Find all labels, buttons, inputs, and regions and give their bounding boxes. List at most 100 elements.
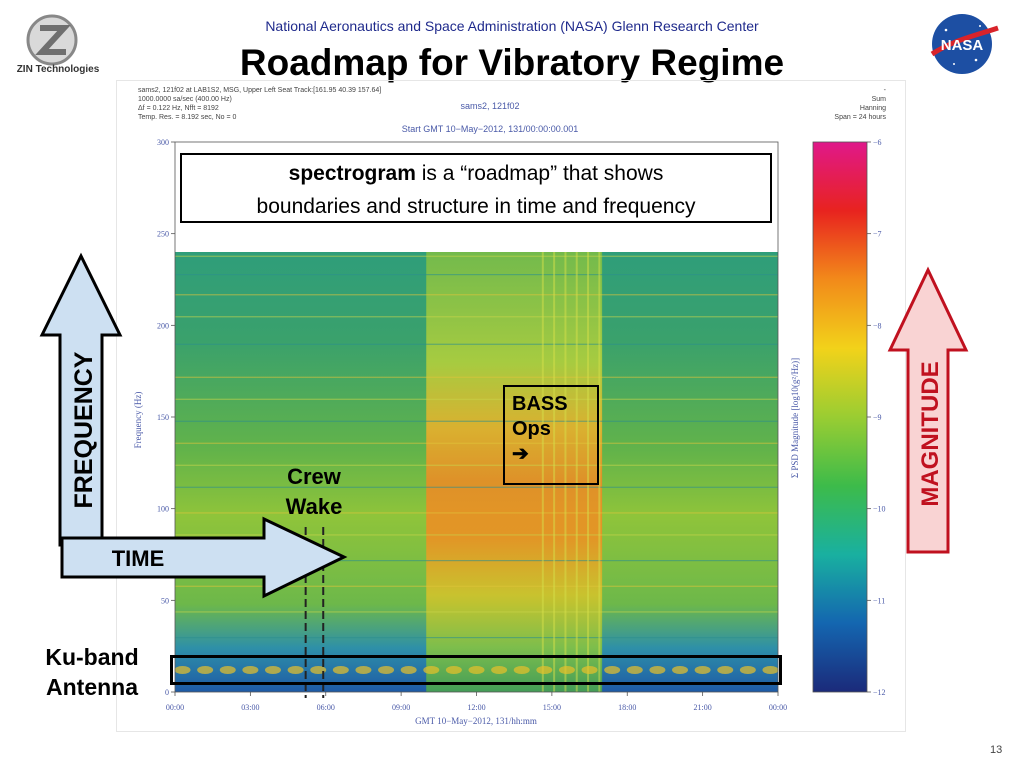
vertical-band — [598, 252, 601, 692]
ku-band-pulse — [558, 666, 575, 674]
y-tick-label: 200 — [157, 321, 169, 330]
ku-band-pulse — [717, 666, 734, 674]
ku-band-pulse — [694, 666, 711, 674]
colorbar-tick-label: −6 — [873, 138, 882, 147]
x-tick-label: 12:00 — [467, 703, 485, 712]
spectral-line — [175, 343, 778, 345]
spectral-line — [175, 398, 778, 400]
y-tick-label: 0 — [165, 688, 169, 697]
bass-label-line2: Ops — [512, 418, 551, 440]
magnitude-label: MAGNITUDE — [917, 361, 944, 506]
right-arrow-icon: ➔ — [512, 443, 529, 465]
ku-band-pulse — [649, 666, 666, 674]
colorbar-tick-label: −8 — [873, 321, 882, 330]
ku-band-pulse — [604, 666, 621, 674]
x-tick-label: 03:00 — [241, 703, 259, 712]
ku-band-pulse — [739, 666, 756, 674]
spectrogram-term: spectrogram — [288, 162, 416, 185]
metadata-line: Δf = 0.122 Hz, Nfft = 8192 — [138, 105, 219, 112]
ku-band-box — [170, 655, 782, 685]
ku-band-label-line2: Antenna — [46, 674, 138, 700]
header-org-name: National Aeronautics and Space Administr… — [265, 18, 759, 34]
frequency-arrow: FREQUENCY — [39, 252, 123, 547]
ku-band-pulse — [332, 666, 349, 674]
ku-band-pulse — [242, 666, 259, 674]
slide-title: Roadmap for Vibratory Regime — [239, 42, 785, 83]
plot-metadata-right: - Sum Hanning Span = 24 hours — [810, 86, 886, 122]
time-arrow: TIME — [60, 516, 348, 599]
spectral-line — [175, 534, 778, 536]
nasa-logo-text: NASA — [941, 37, 984, 54]
ku-band-pulse — [400, 666, 417, 674]
ku-band-pulse — [581, 666, 598, 674]
vertical-band — [564, 252, 567, 692]
y-tick-label: 50 — [161, 596, 169, 605]
ku-band-pulse — [513, 666, 530, 674]
ku-band-pulse — [762, 666, 779, 674]
x-tick-label: 00:00 — [166, 703, 184, 712]
spectrogram-region — [426, 252, 603, 692]
ku-band-pulse — [626, 666, 643, 674]
spectrogram-description: is a “roadmap” that shows — [415, 162, 664, 185]
bass-label-line1: BASS — [512, 393, 568, 415]
time-label: TIME — [112, 546, 165, 571]
x-tick-label: 15:00 — [543, 703, 561, 712]
chart-subtitle: Start GMT 10−May−2012, 131/00:00:00.001 — [401, 124, 579, 134]
vertical-band — [575, 252, 578, 692]
x-tick-label: 21:00 — [694, 703, 712, 712]
ku-band-pulse — [445, 666, 462, 674]
metadata-line: Span = 24 hours — [834, 114, 886, 121]
chart-title: sams2, 121f02 — [460, 101, 520, 111]
ku-band-pulse — [378, 666, 395, 674]
x-tick-label: 18:00 — [618, 703, 636, 712]
spectrogram-callout-line2: boundaries and structure in time and fre… — [256, 195, 696, 218]
plot-frame — [116, 80, 906, 732]
ku-band-label: Ku-band Antenna — [22, 642, 162, 702]
x-axis-label: GMT 10−May−2012, 131/hh:mm — [415, 716, 537, 726]
ku-band-pulse — [174, 666, 191, 674]
spectral-line — [175, 376, 778, 378]
ku-band-pulse — [197, 666, 214, 674]
ku-band-pulse — [310, 666, 327, 674]
crew-label-line1: Crew — [287, 464, 341, 489]
zin-logo-icon — [26, 14, 78, 66]
x-tick-label: 09:00 — [392, 703, 410, 712]
zin-logo-text: ZIN Technologies — [16, 64, 100, 75]
vertical-band — [587, 252, 590, 692]
spectral-line — [175, 637, 778, 639]
vertical-band — [553, 252, 556, 692]
spectral-line — [175, 255, 778, 257]
frequency-label: FREQUENCY — [70, 351, 98, 508]
spectral-line — [175, 316, 778, 318]
y-axis-label: Frequency (Hz) — [133, 392, 143, 449]
ku-band-pulse — [423, 666, 440, 674]
colorbar-tick-label: −10 — [873, 505, 886, 514]
crew-wake-label: Crew Wake — [272, 462, 356, 522]
ku-band-pulse — [219, 666, 236, 674]
spectral-line — [175, 486, 778, 488]
ku-band-pulse — [468, 666, 485, 674]
colorbar-gradient — [812, 141, 868, 693]
metadata-line: sams2, 121f02 at LAB1S2, MSG, Upper Left… — [138, 87, 382, 94]
metadata-line: Sum — [871, 96, 886, 103]
ku-band-pulse — [287, 666, 304, 674]
nasa-logo-icon: NASA — [930, 14, 999, 74]
bass-ops-label: BASS Ops ➔ — [512, 392, 568, 467]
crew-label-line2: Wake — [285, 494, 343, 519]
y-tick-label: 100 — [157, 505, 169, 514]
colorbar-tick-label: −7 — [873, 230, 882, 239]
ku-band-pulse — [536, 666, 553, 674]
spectrogram-callout-line1: spectrogram is a “roadmap” that shows — [182, 157, 770, 190]
spectral-line — [175, 442, 778, 444]
metadata-line: 1000.0000 sa/sec (400.00 Hz) — [138, 96, 232, 103]
spectral-line — [175, 512, 778, 514]
spectral-line — [175, 464, 778, 466]
ku-band-label-line1: Ku-band — [45, 644, 139, 670]
vertical-band — [541, 252, 544, 692]
ku-band-pulse — [264, 666, 281, 674]
x-tick-label: 00:00 — [769, 703, 787, 712]
metadata-line: Temp. Res. = 8.192 sec, No = 0 — [138, 114, 237, 121]
spectral-line — [175, 585, 778, 587]
spectrogram-callout: spectrogram is a “roadmap” that shows bo… — [180, 153, 772, 223]
spectral-line — [175, 274, 778, 276]
